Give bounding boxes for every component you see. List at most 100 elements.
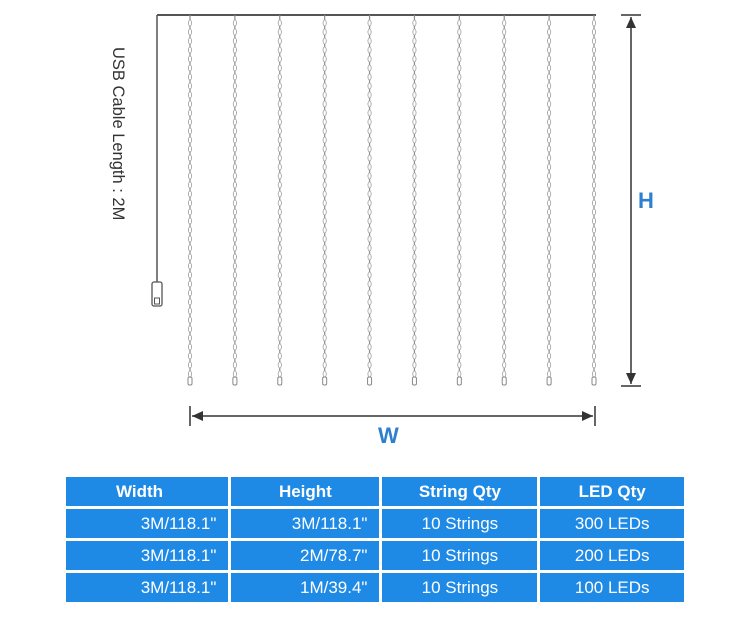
led-bead: [367, 280, 372, 288]
led-bead: [367, 37, 372, 45]
light-string: [277, 15, 283, 386]
led-bead: [322, 244, 327, 252]
header-string-qty: String Qty: [382, 477, 538, 506]
led-bead: [277, 316, 282, 324]
led-bead: [547, 118, 552, 126]
led-bead: [592, 118, 597, 126]
led-bead: [232, 136, 237, 144]
led-bead: [187, 370, 192, 378]
led-bead: [457, 235, 462, 243]
led-bead: [592, 307, 597, 315]
led-bead: [592, 19, 597, 27]
led-bead: [232, 343, 237, 351]
led-bead: [232, 109, 237, 117]
led-bead: [232, 82, 237, 90]
led-bead: [457, 208, 462, 216]
led-bead: [187, 325, 192, 333]
led-bead: [412, 64, 417, 72]
led-bead: [457, 190, 462, 198]
led-bead: [412, 307, 417, 315]
led-bead: [502, 343, 507, 351]
header-led-qty: LED Qty: [540, 477, 684, 506]
led-bead: [592, 208, 597, 216]
led-bead: [367, 100, 372, 108]
led-bead: [232, 172, 237, 180]
led-bead: [367, 289, 372, 297]
led-bead: [547, 172, 552, 180]
led-bead: [232, 118, 237, 126]
led-bead: [322, 109, 327, 117]
led-bead: [592, 64, 597, 72]
led-bead: [277, 145, 282, 153]
led-bead: [322, 226, 327, 234]
led-bead: [322, 73, 327, 81]
led-bead: [412, 208, 417, 216]
led-bead: [592, 343, 597, 351]
led-bead: [457, 154, 462, 162]
led-bead: [187, 289, 192, 297]
light-string: [232, 15, 238, 386]
led-bead: [412, 316, 417, 324]
led-bead: [502, 55, 507, 63]
led-bead: [412, 325, 417, 333]
led-bead: [277, 226, 282, 234]
led-bead: [457, 100, 462, 108]
led-bead: [322, 253, 327, 261]
led-bead: [187, 226, 192, 234]
led-bead: [232, 352, 237, 360]
led-bead: [322, 127, 327, 135]
string-end-cap: [367, 376, 373, 386]
led-bead: [367, 298, 372, 306]
led-bead: [232, 370, 237, 378]
led-bead: [502, 226, 507, 234]
string-end-cap: [411, 376, 417, 386]
led-bead: [277, 244, 282, 252]
led-bead: [277, 127, 282, 135]
led-bead: [367, 127, 372, 135]
led-bead: [457, 19, 462, 27]
led-bead: [412, 217, 417, 225]
led-bead: [547, 208, 552, 216]
led-bead: [322, 37, 327, 45]
led-bead: [592, 91, 597, 99]
led-bead: [187, 145, 192, 153]
led-bead: [322, 145, 327, 153]
led-bead: [502, 28, 507, 36]
header-width: Width: [66, 477, 229, 506]
led-bead: [277, 361, 282, 369]
led-bead: [277, 37, 282, 45]
led-bead: [232, 28, 237, 36]
led-bead: [412, 28, 417, 36]
led-bead: [457, 316, 462, 324]
led-bead: [592, 235, 597, 243]
led-bead: [277, 19, 282, 27]
led-bead: [547, 199, 552, 207]
led-bead: [367, 262, 372, 270]
led-bead: [457, 199, 462, 207]
led-bead: [457, 127, 462, 135]
led-bead: [457, 73, 462, 81]
led-bead: [547, 334, 552, 342]
led-bead: [457, 244, 462, 252]
led-bead: [367, 181, 372, 189]
led-bead: [412, 370, 417, 378]
led-bead: [592, 298, 597, 306]
led-bead: [457, 145, 462, 153]
led-bead: [502, 370, 507, 378]
led-bead: [457, 37, 462, 45]
led-bead: [367, 73, 372, 81]
led-bead: [547, 298, 552, 306]
led-bead: [502, 298, 507, 306]
led-bead: [367, 199, 372, 207]
led-bead: [412, 298, 417, 306]
led-bead: [232, 145, 237, 153]
led-bead: [322, 136, 327, 144]
led-bead: [412, 226, 417, 234]
led-bead: [187, 262, 192, 270]
led-bead: [187, 73, 192, 81]
led-bead: [457, 181, 462, 189]
led-bead: [232, 208, 237, 216]
table-header-row: Width Height String Qty LED Qty: [66, 477, 684, 506]
string-end-cap: [501, 376, 507, 386]
led-bead: [367, 190, 372, 198]
